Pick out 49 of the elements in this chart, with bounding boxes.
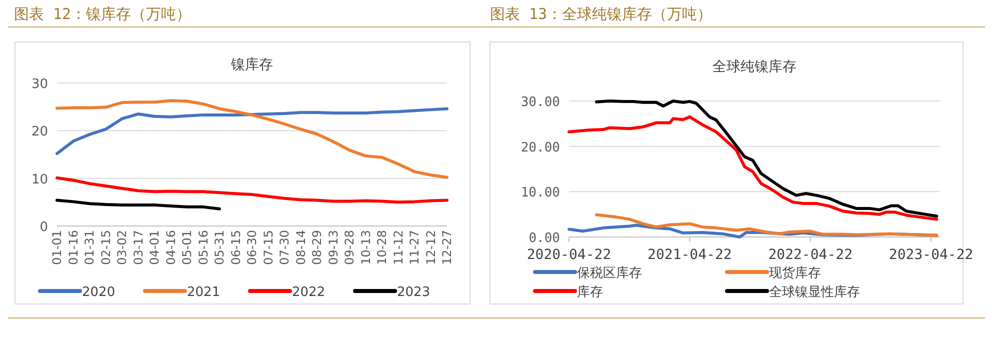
chart-subtitle: 全球纯镍库存 (712, 59, 796, 75)
x-tick-label: 08-29 (310, 230, 324, 265)
x-tick-label: 04-01 (148, 230, 162, 265)
x-tick-label: 05-01 (180, 230, 194, 265)
chart-title: 图表 12：镍库存（万吨） (14, 5, 192, 23)
chart-subtitle: 镍库存 (230, 57, 273, 73)
x-tick-label: 03-02 (115, 230, 129, 265)
x-tick-label: 07-15 (261, 230, 276, 265)
x-tick-label: 03-17 (131, 230, 146, 265)
x-tick-label: 10-28 (375, 230, 389, 265)
x-tick-label: 05-31 (212, 230, 226, 265)
x-tick-label: 06-30 (245, 230, 259, 265)
x-tick-label: 02-15 (98, 230, 113, 265)
y-tick-label: 10.00 (520, 186, 560, 201)
x-tick-label: 2022-04-22 (768, 247, 853, 263)
legend-label: 2022 (292, 285, 326, 300)
x-tick-label: 2023-04-22 (888, 247, 974, 263)
legend-label: 保税区库存 (577, 266, 642, 281)
x-tick-label: 06-15 (228, 230, 243, 265)
legend-label: 现货库存 (769, 266, 821, 281)
x-tick-label: 01-16 (66, 230, 80, 265)
x-tick-label: 12-27 (440, 230, 454, 265)
legend-label: 2021 (187, 285, 220, 300)
y-tick-label: 30.00 (520, 95, 560, 110)
x-tick-label: 09-13 (326, 230, 340, 265)
legend-label: 库存 (577, 285, 603, 300)
x-tick-label: 2020-04-22 (526, 247, 612, 263)
x-tick-label: 11-27 (408, 230, 422, 265)
legend-label: 2023 (397, 285, 430, 300)
legend-label: 全球镍显性库存 (769, 285, 860, 300)
x-tick-label: 2021-04-22 (648, 247, 732, 263)
chart-title: 图表 13：全球纯镍库存（万吨） (490, 5, 712, 23)
y-tick-label: 0.00 (528, 231, 560, 246)
x-tick-label: 10-13 (358, 230, 373, 265)
y-tick-label: 0 (40, 220, 48, 235)
x-tick-label: 09-28 (342, 230, 356, 265)
y-tick-label: 20 (31, 124, 48, 140)
x-tick-label: 04-16 (164, 230, 178, 265)
x-tick-label: 08-14 (294, 230, 308, 265)
x-tick-label: 11-12 (391, 230, 406, 265)
x-tick-label: 07-30 (278, 230, 292, 265)
x-tick-label: 12-12 (424, 230, 438, 265)
y-tick-label: 30 (31, 77, 48, 92)
y-tick-label: 10 (31, 172, 48, 188)
x-tick-label: 01-31 (82, 230, 96, 265)
legend-label: 2020 (82, 285, 116, 300)
x-tick-label: 05-16 (196, 230, 210, 265)
x-tick-label: 01-01 (50, 230, 64, 265)
y-tick-label: 20.00 (520, 140, 560, 156)
